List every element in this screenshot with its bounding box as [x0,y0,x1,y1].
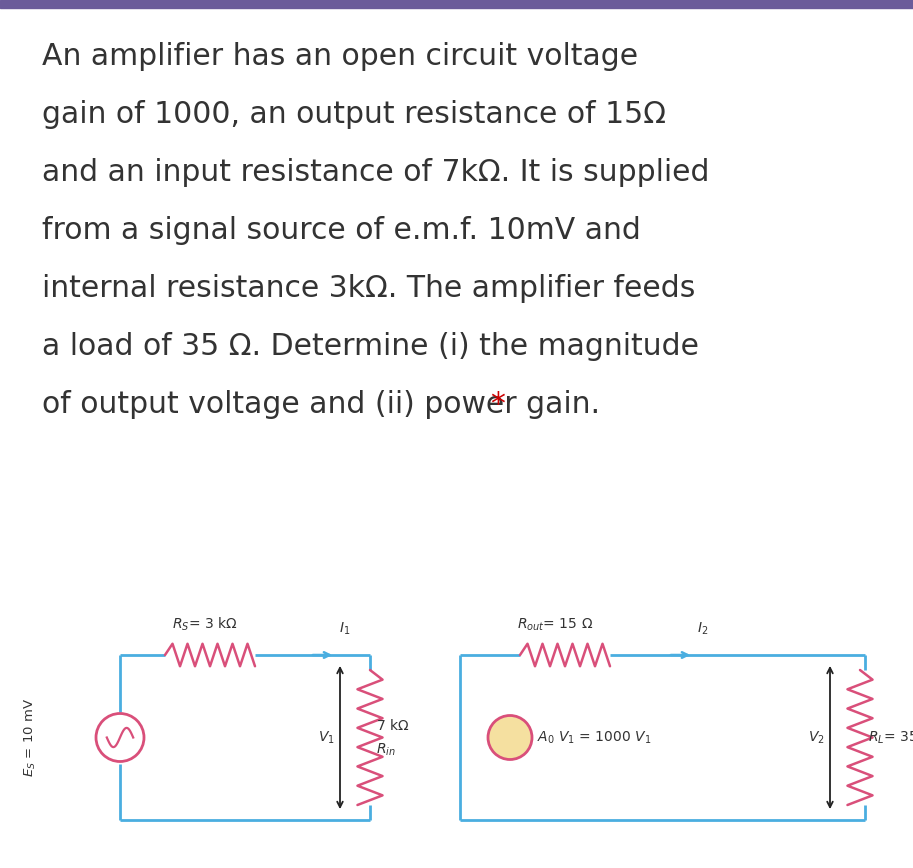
Text: $V_2$: $V_2$ [808,729,825,746]
Text: $R_{in}$: $R_{in}$ [376,741,396,758]
Text: gain of 1000, an output resistance of 15Ω: gain of 1000, an output resistance of 15… [42,100,666,129]
Text: $E_S$ = 10 mV: $E_S$ = 10 mV [23,698,37,777]
Text: $R_L$= 35 $\Omega$: $R_L$= 35 $\Omega$ [868,729,913,746]
Text: of output voltage and (ii) power gain.: of output voltage and (ii) power gain. [42,390,610,419]
Text: *: * [490,390,505,419]
Text: An amplifier has an open circuit voltage: An amplifier has an open circuit voltage [42,42,638,71]
Text: 7 k$\Omega$: 7 k$\Omega$ [376,718,409,733]
Bar [0,0,913,8]
Text: $I_1$: $I_1$ [339,621,351,637]
Circle shape [96,713,144,761]
Text: $A_0\ V_1$ = 1000 $V_1$: $A_0\ V_1$ = 1000 $V_1$ [537,729,651,746]
Text: $I_2$: $I_2$ [697,621,708,637]
Text: $R_S$= 3 k$\Omega$: $R_S$= 3 k$\Omega$ [173,615,237,633]
Circle shape [488,715,532,760]
Text: from a signal source of e.m.f. 10mV and: from a signal source of e.m.f. 10mV and [42,216,641,245]
Text: a load of 35 Ω. Determine (i) the magnitude: a load of 35 Ω. Determine (i) the magnit… [42,332,699,361]
Text: and an input resistance of 7kΩ. It is supplied: and an input resistance of 7kΩ. It is su… [42,158,709,187]
Text: internal resistance 3kΩ. The amplifier feeds: internal resistance 3kΩ. The amplifier f… [42,274,696,303]
Text: $V_1$: $V_1$ [319,729,335,746]
Text: $R_{out}$= 15 $\Omega$: $R_{out}$= 15 $\Omega$ [517,616,593,633]
